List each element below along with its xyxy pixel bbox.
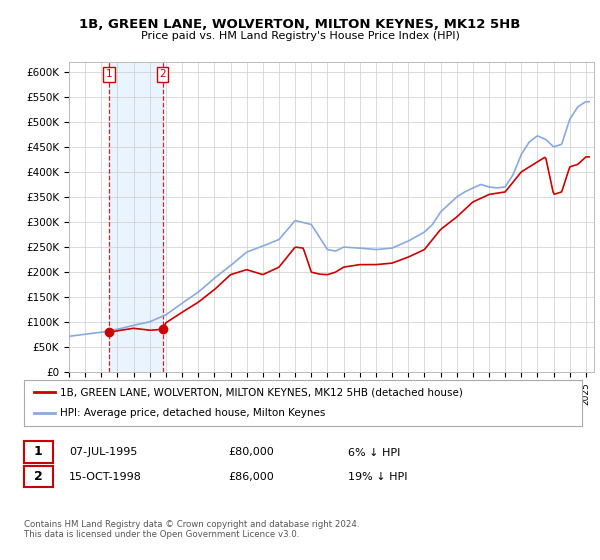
Text: 6% ↓ HPI: 6% ↓ HPI <box>348 447 400 458</box>
Text: 1B, GREEN LANE, WOLVERTON, MILTON KEYNES, MK12 5HB: 1B, GREEN LANE, WOLVERTON, MILTON KEYNES… <box>79 18 521 31</box>
Text: 19% ↓ HPI: 19% ↓ HPI <box>348 472 407 482</box>
Text: Contains HM Land Registry data © Crown copyright and database right 2024.
This d: Contains HM Land Registry data © Crown c… <box>24 520 359 539</box>
Text: 2: 2 <box>34 470 43 483</box>
Text: 2: 2 <box>159 69 166 80</box>
Text: HPI: Average price, detached house, Milton Keynes: HPI: Average price, detached house, Milt… <box>60 408 326 418</box>
Text: £80,000: £80,000 <box>228 447 274 458</box>
Text: 07-JUL-1995: 07-JUL-1995 <box>69 447 137 458</box>
Text: £86,000: £86,000 <box>228 472 274 482</box>
Bar <box>109 62 163 372</box>
Text: 1B, GREEN LANE, WOLVERTON, MILTON KEYNES, MK12 5HB (detached house): 1B, GREEN LANE, WOLVERTON, MILTON KEYNES… <box>60 387 463 397</box>
Text: 1: 1 <box>106 69 113 80</box>
Text: Price paid vs. HM Land Registry's House Price Index (HPI): Price paid vs. HM Land Registry's House … <box>140 31 460 41</box>
Text: 15-OCT-1998: 15-OCT-1998 <box>69 472 142 482</box>
Text: 1: 1 <box>34 445 43 459</box>
